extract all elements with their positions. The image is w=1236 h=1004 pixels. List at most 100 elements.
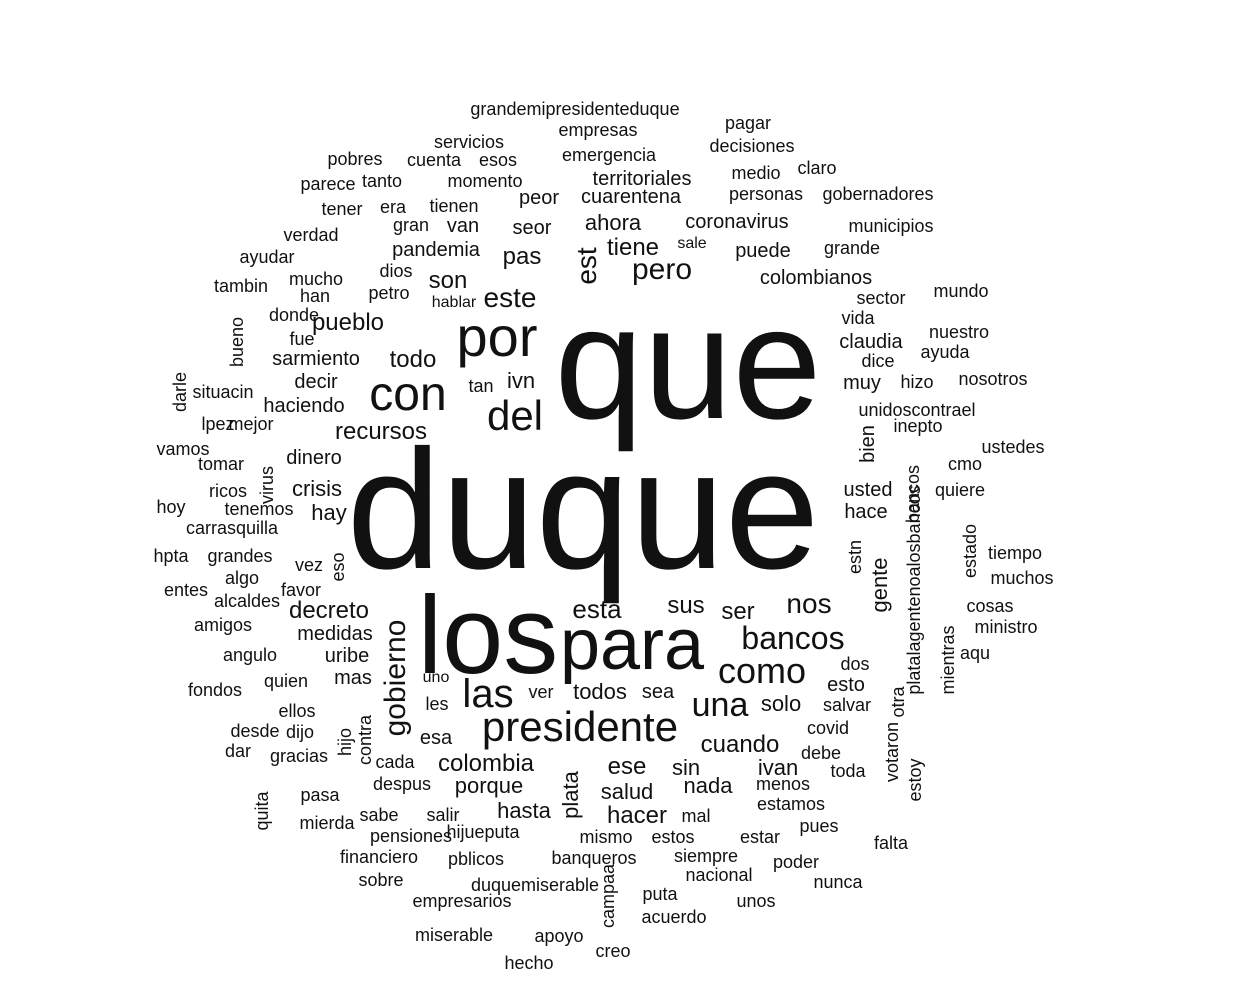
word-financiero: financiero <box>339 847 419 867</box>
word-uno: uno <box>422 669 450 686</box>
word-gente: gente <box>867 557 892 613</box>
word-menos: menos <box>755 774 811 794</box>
word-banqueros: banqueros <box>551 848 637 868</box>
word-acuerdo: acuerdo <box>641 907 707 927</box>
word-mierda: mierda <box>299 813 355 833</box>
word-servicios: servicios <box>433 132 505 152</box>
word-todos: todos <box>573 679 627 704</box>
word-pero: pero <box>631 253 693 286</box>
word-cada: cada <box>375 752 415 772</box>
word-hijo: hijo <box>335 727 355 757</box>
word-empresarios: empresarios <box>412 891 512 911</box>
word-pobres: pobres <box>327 149 383 169</box>
word-ser: ser <box>721 598 755 625</box>
word-pueblo: pueblo <box>311 309 385 336</box>
word-gracias: gracias <box>269 746 329 766</box>
word-sabe: sabe <box>359 805 399 825</box>
word-decisiones: decisiones <box>709 136 795 156</box>
word-duque: duque <box>346 415 820 605</box>
word-salir: salir <box>426 805 460 825</box>
word-peor: peor <box>518 187 560 209</box>
word-carrasquilla: carrasquilla <box>185 518 279 538</box>
word-hasta: hasta <box>497 798 551 823</box>
word-hecho: hecho <box>504 953 554 973</box>
word-cmo: cmo <box>947 454 983 474</box>
word-medio: medio <box>731 163 781 183</box>
word-estar: estar <box>739 827 781 847</box>
word-salud: salud <box>600 779 654 804</box>
word-cuenta: cuenta <box>406 150 462 170</box>
word-ahora: ahora <box>584 210 642 235</box>
word-nos: nos <box>786 588 832 619</box>
word-tiempo: tiempo <box>987 543 1043 563</box>
word-hay: hay <box>311 500 347 525</box>
word-bancos: bancos <box>741 620 845 656</box>
word-del: del <box>486 392 544 439</box>
word-angulo: angulo <box>222 645 278 665</box>
word-coronavirus: coronavirus <box>685 211 789 233</box>
word-lpez: lpez <box>201 414 235 434</box>
word-ver: ver <box>528 682 554 702</box>
word-como: como <box>717 650 807 691</box>
word-pandemia: pandemia <box>392 239 480 261</box>
word-por: por <box>456 305 538 368</box>
word-tambin: tambin <box>213 276 269 296</box>
word-poder: poder <box>772 852 820 872</box>
word-esos: esos <box>478 150 518 170</box>
word-claro: claro <box>797 158 837 178</box>
word-nosotros: nosotros <box>958 369 1028 389</box>
word-dar: dar <box>224 741 252 761</box>
word-aqu: aqu <box>959 643 991 663</box>
word-puede: puede <box>735 240 791 262</box>
word-tiene: tiene <box>606 234 660 261</box>
word-pensiones: pensiones <box>369 826 453 846</box>
word-sector: sector <box>856 288 906 308</box>
word-grande: grande <box>823 238 881 258</box>
word-bien: bien <box>857 425 879 463</box>
word-uribe: uribe <box>324 645 370 667</box>
word-ese: ese <box>607 753 647 780</box>
word-pues: pues <box>799 816 839 836</box>
word-hizo: hizo <box>900 372 934 392</box>
word-tienen: tienen <box>429 196 479 216</box>
word-gran: gran <box>392 215 430 235</box>
word-van: van <box>446 215 480 237</box>
word-quita: quita <box>252 791 272 831</box>
word-hijueputa: hijueputa <box>446 822 520 842</box>
word-sarmiento: sarmiento <box>272 348 360 370</box>
word-claudia: claudia <box>839 331 903 353</box>
word-ustedes: ustedes <box>981 437 1045 457</box>
word-son: son <box>428 267 468 294</box>
word-creo: creo <box>595 941 631 961</box>
word-sus: sus <box>667 592 705 619</box>
word-seor: seor <box>512 217 552 239</box>
word-nunca: nunca <box>813 872 863 892</box>
word-nacional: nacional <box>685 865 753 885</box>
word-hace: hace <box>844 501 888 523</box>
word-les: les <box>425 694 449 714</box>
word-mundo: mundo <box>933 281 989 301</box>
word-tanto: tanto <box>361 171 403 191</box>
word-esta: esta <box>572 594 622 624</box>
word-algo: algo <box>224 568 260 588</box>
word-ellos: ellos <box>278 701 316 721</box>
word-sale: sale <box>677 235 707 252</box>
word-amigos: amigos <box>193 615 253 635</box>
word-hacer: hacer <box>606 802 668 829</box>
word-sin: sin <box>671 755 701 780</box>
word-salvar: salvar <box>822 695 872 715</box>
word-momento: momento <box>447 171 523 191</box>
word-tenemos: tenemos <box>224 499 294 519</box>
word-nada: nada <box>683 773 733 798</box>
word-estoy: estoy <box>905 758 925 802</box>
word-tomar: tomar <box>197 454 245 474</box>
word-platalagentenoalosbancos: platalagentenoalosbancos <box>904 485 924 695</box>
word-grandemipresidenteduque: grandemipresidenteduque <box>470 99 680 119</box>
word-con: con <box>369 368 447 421</box>
word-todo: todo <box>389 346 437 373</box>
word-presidente: presidente <box>481 703 679 750</box>
word-donde: donde <box>268 305 320 325</box>
word-fondos: fondos <box>187 680 243 700</box>
word-entes: entes <box>163 580 209 600</box>
word-alcaldes: alcaldes <box>213 591 281 611</box>
